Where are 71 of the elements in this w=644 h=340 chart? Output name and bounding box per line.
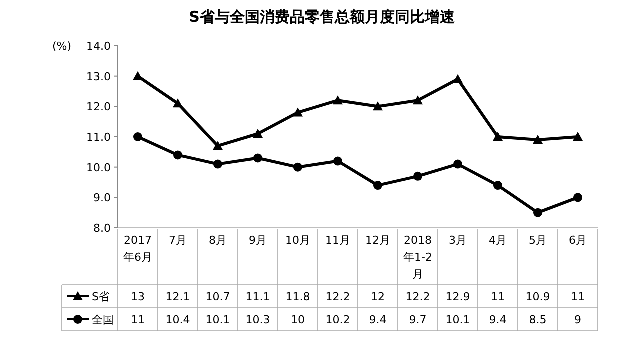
- point: [214, 160, 222, 169]
- data-label: 12.2: [326, 290, 350, 304]
- data-label: 10.1: [206, 314, 230, 326]
- y-tick-label: 10.0: [86, 161, 111, 174]
- legend-label: S省: [92, 290, 110, 304]
- x-tick-label: 5月: [529, 234, 547, 247]
- data-label: 10.2: [326, 314, 350, 326]
- legend-label: 全国: [92, 314, 114, 326]
- point: [253, 128, 263, 138]
- point: [493, 132, 503, 141]
- data-label: 10.9: [526, 290, 550, 304]
- x-tick-label: 10月: [286, 234, 310, 247]
- x-tick-label: 2017年6月: [124, 234, 152, 264]
- data-label: 11.1: [246, 290, 270, 304]
- data-label: 10: [291, 314, 305, 326]
- point: [174, 150, 182, 160]
- point: [453, 74, 463, 84]
- data-label: 11.8: [286, 290, 310, 304]
- point: [494, 181, 502, 190]
- y-tick-label: 8.0: [94, 222, 111, 235]
- data-label: 10.7: [206, 290, 230, 304]
- y-tick-label: 14.0: [86, 40, 111, 53]
- x-tick-label: 8月: [209, 234, 227, 247]
- point: [374, 181, 382, 190]
- y-tick-label: 13.0: [86, 70, 111, 84]
- x-tick-label: 7月: [169, 234, 187, 247]
- point: [573, 132, 583, 141]
- data-label: 12.9: [446, 290, 470, 304]
- data-label: 10.3: [246, 314, 270, 326]
- point: [574, 193, 582, 202]
- point: [173, 98, 183, 108]
- y-tick-label: 12.0: [86, 100, 111, 114]
- x-tick-label: 2018年1-2月: [404, 234, 432, 281]
- point: [414, 172, 422, 181]
- x-tick-label: 4月: [489, 234, 507, 247]
- x-tick-label: 11月: [326, 234, 350, 247]
- point: [134, 132, 142, 142]
- point: [213, 141, 223, 150]
- data-label: 9: [574, 314, 582, 326]
- y-tick-label: 9.0: [94, 192, 111, 205]
- data-label: 8.5: [529, 314, 547, 326]
- data-label: 10.4: [166, 314, 190, 326]
- data-label: 10.1: [446, 314, 470, 326]
- x-tick-label: 9月: [249, 234, 267, 247]
- data-label: 11: [131, 314, 145, 326]
- data-label: 11: [491, 290, 505, 304]
- point: [294, 162, 302, 172]
- point: [534, 208, 542, 218]
- point: [334, 156, 342, 166]
- x-tick-label: 6月: [569, 234, 587, 247]
- point: [373, 102, 383, 111]
- data-label: 12.2: [406, 290, 430, 304]
- data-label: 12: [371, 290, 385, 304]
- point: [454, 160, 462, 169]
- data-label: 9.4: [369, 314, 387, 326]
- point: [254, 154, 262, 163]
- data-label: 9.7: [409, 314, 427, 326]
- data-label: 11: [571, 290, 585, 304]
- point: [133, 71, 143, 80]
- chart-title: S省与全国消费品零售总额月度同比增速: [189, 8, 456, 26]
- x-tick-label: 12月: [366, 234, 390, 247]
- y-tick-label: 11.0: [86, 131, 111, 144]
- y-axis-title: (%): [52, 40, 72, 53]
- point: [533, 135, 543, 144]
- x-tick-label: 3月: [449, 234, 467, 247]
- data-label: 13: [131, 290, 145, 304]
- point: [333, 96, 343, 105]
- point: [413, 96, 423, 105]
- data-label: 12.1: [166, 290, 190, 304]
- point: [293, 108, 303, 117]
- data-label: 9.4: [489, 314, 507, 326]
